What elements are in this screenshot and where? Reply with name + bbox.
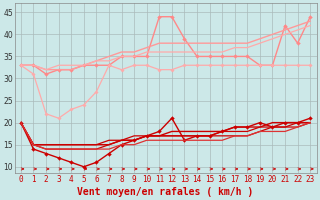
X-axis label: Vent moyen/en rafales ( km/h ): Vent moyen/en rafales ( km/h ) bbox=[77, 187, 254, 197]
